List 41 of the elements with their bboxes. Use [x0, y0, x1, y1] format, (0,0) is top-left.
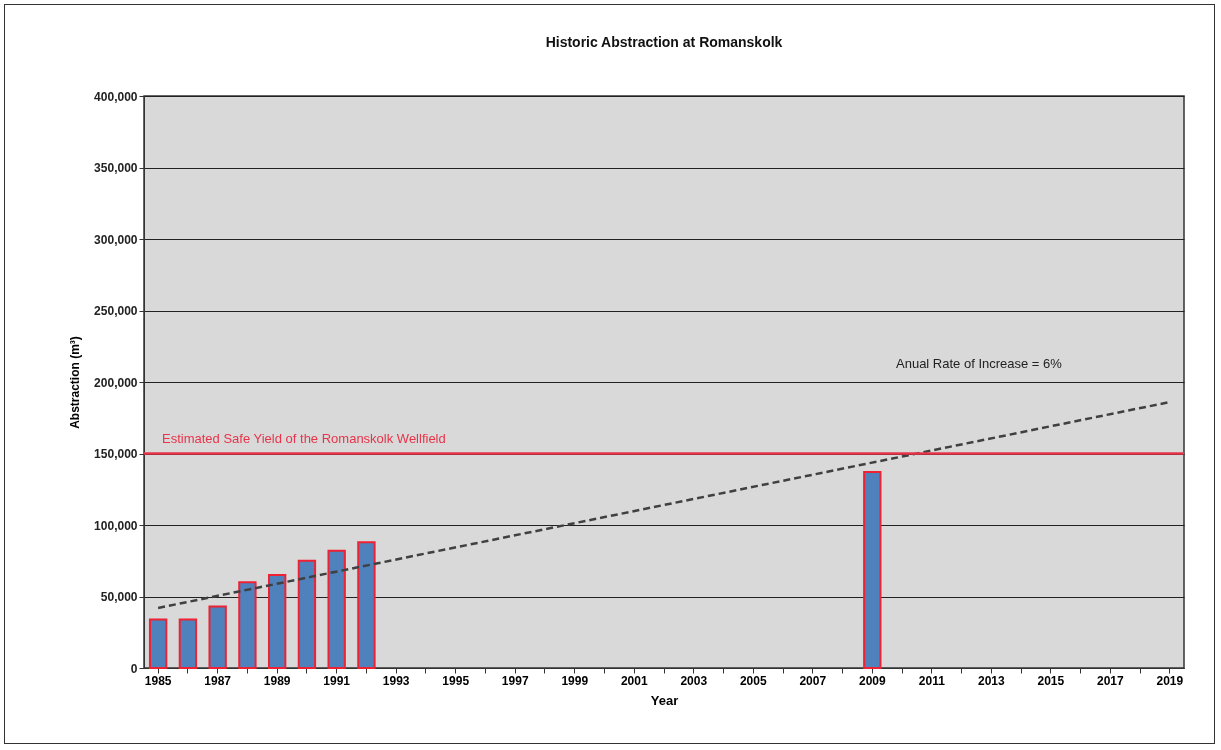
bar [327, 549, 346, 669]
x-tick-label: 2013 [977, 673, 1005, 688]
x-tick-label: 2011 [918, 673, 946, 688]
y-tick-label: 400,000 [94, 89, 138, 104]
x-tick-label: 2007 [799, 673, 827, 688]
x-tick-label: 1991 [323, 673, 351, 688]
y-tick-label: 0 [130, 661, 138, 676]
x-tick-label: 1995 [442, 673, 470, 688]
x-tick-label: 1985 [144, 673, 172, 688]
x-tick-label: 2019 [1156, 673, 1184, 688]
x-tick-label: 2003 [680, 673, 708, 688]
x-tick-label: 2009 [858, 673, 886, 688]
x-axis-title: Year [650, 692, 679, 708]
y-tick-label: 250,000 [94, 304, 138, 318]
bar [178, 618, 198, 669]
bar [297, 559, 317, 669]
x-tick-label: 1993 [382, 673, 410, 688]
x-tick-label: 2001 [620, 673, 648, 688]
x-tick-label: 1999 [561, 673, 589, 688]
x-tick-label: 2005 [739, 673, 767, 688]
bar [148, 618, 168, 669]
bar [267, 574, 287, 669]
y-tick-label: 350,000 [94, 161, 138, 175]
y-tick-label: 100,000 [94, 518, 138, 533]
chart-title: Historic Abstraction at Romanskolk [545, 34, 783, 50]
bar [357, 541, 376, 669]
x-tick-label: 1989 [263, 673, 291, 688]
annotation: Anual Rate of Increase = 6% [896, 356, 1063, 371]
bar [208, 605, 227, 669]
bar [238, 581, 257, 669]
y-tick-label: 300,000 [94, 232, 138, 247]
y-axis-title: Abstraction (m³) [68, 336, 83, 429]
y-tick-label: 200,000 [94, 375, 138, 390]
y-tick-label: 150,000 [94, 447, 138, 461]
ref-line-label: Estimated Safe Yield of the Romanskolk Wellfield [162, 430, 446, 446]
x-tick-label: 1987 [204, 673, 232, 688]
x-tick-label: 2017 [1097, 673, 1125, 688]
x-tick-label: 2015 [1037, 673, 1065, 688]
y-tick-label: 50,000 [100, 590, 138, 604]
bar [863, 471, 882, 669]
x-tick-label: 1997 [501, 673, 529, 688]
